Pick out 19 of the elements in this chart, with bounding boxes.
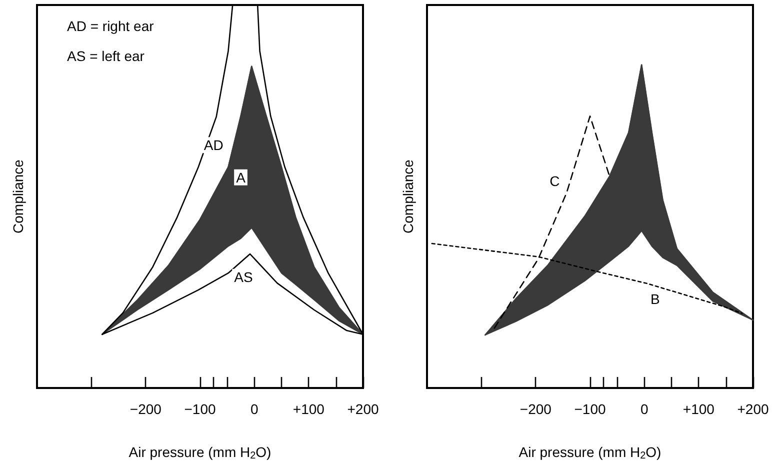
annotation: AD = right ear <box>67 18 154 34</box>
annotation: A <box>236 169 246 186</box>
x-tick-label: 0 <box>250 401 258 417</box>
annotation: AD <box>204 137 224 154</box>
annotation: AS <box>234 268 253 285</box>
y-axis-title: Compliance <box>10 159 26 234</box>
x-tick-label: +200 <box>347 401 379 417</box>
annotation: AS = left ear <box>67 48 145 64</box>
y-axis-title: Compliance <box>400 159 416 234</box>
annotation: C <box>550 173 560 190</box>
x-tick-label: +100 <box>292 401 325 417</box>
x-tick-label: 0 <box>640 401 648 417</box>
x-tick-label: +100 <box>682 401 715 417</box>
x-tick-label: −100 <box>184 401 216 417</box>
annotation: B <box>650 291 660 308</box>
x-tick-label: +200 <box>737 401 769 417</box>
x-tick-label: −200 <box>520 401 552 417</box>
x-tick-label: −100 <box>574 401 606 417</box>
x-tick-label: −200 <box>130 401 162 417</box>
